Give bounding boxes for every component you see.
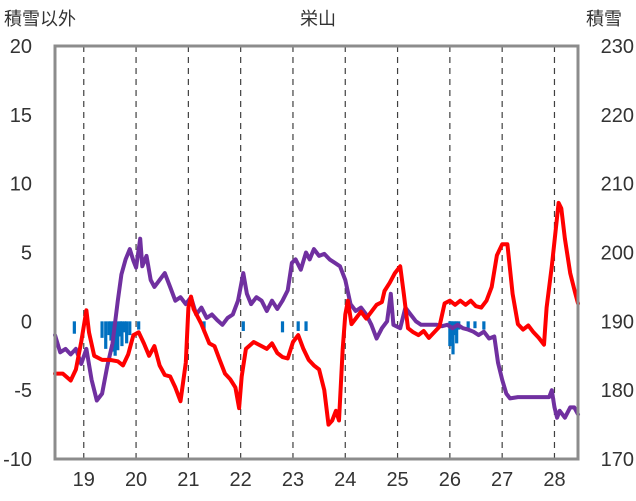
series-line-snow-depth (53, 236, 580, 420)
bar-10 (122, 321, 127, 333)
bar-0 (72, 321, 76, 334)
x-tick-label: 20 (125, 469, 147, 491)
bar-12 (128, 321, 132, 336)
right-tick-label: 180 (601, 380, 634, 402)
left-axis-tick-labels: 20 15 10 5 0 -5 -10 (3, 36, 32, 471)
bar-21 (451, 321, 455, 355)
bar-7 (116, 321, 120, 351)
bar-26 (473, 321, 477, 329)
x-tick-label: 25 (386, 469, 408, 491)
right-tick-label: 200 (601, 243, 634, 265)
x-tick-label: 19 (73, 469, 95, 491)
right-axis-label: 積雪 (586, 9, 622, 29)
bar-18 (304, 321, 308, 331)
left-tick-label: 0 (21, 311, 32, 333)
bar-4 (109, 321, 113, 341)
bar-27 (482, 321, 486, 330)
plot-frame (53, 44, 580, 461)
left-axis-label: 積雪以外 (4, 9, 76, 29)
right-tick-label: 220 (601, 105, 634, 127)
bar-9 (120, 321, 124, 347)
x-tick-label: 27 (491, 469, 513, 491)
series-lines (53, 200, 580, 427)
left-tick-label: 20 (10, 36, 32, 58)
x-axis-tick-labels: 19 20 21 22 23 24 25 26 27 28 (73, 469, 566, 491)
bar-2 (104, 321, 108, 349)
x-tick-label: 26 (439, 469, 461, 491)
left-tick-label: 15 (10, 105, 32, 127)
bar-25 (466, 321, 470, 329)
chart-title: 栄山 (300, 9, 336, 29)
left-tick-label: -5 (14, 380, 32, 402)
day-gridlines (83, 46, 556, 459)
x-tick-label: 24 (334, 469, 356, 491)
right-tick-label: 210 (601, 174, 634, 196)
bar-13 (137, 321, 141, 330)
x-tick-label: 23 (282, 469, 304, 491)
bar-11 (125, 321, 129, 344)
right-axis-tick-labels: 230 220 210 200 190 180 170 (601, 36, 634, 471)
bar-16 (280, 321, 285, 333)
bar-23 (455, 321, 459, 344)
bar-17 (296, 321, 300, 331)
x-tick-label: 28 (543, 469, 565, 491)
left-tick-label: -10 (3, 449, 32, 471)
left-tick-label: 10 (10, 174, 32, 196)
left-tick-label: 5 (21, 243, 32, 265)
right-tick-label: 230 (601, 36, 634, 58)
series-line-non-snow (53, 200, 580, 427)
x-tick-label: 22 (230, 469, 252, 491)
right-tick-label: 170 (601, 449, 634, 471)
right-tick-label: 190 (601, 311, 634, 333)
bar-1 (100, 321, 104, 338)
bar-6 (113, 321, 117, 356)
x-tick-label: 21 (177, 469, 199, 491)
bar-15 (241, 321, 245, 331)
bar-3 (107, 321, 111, 336)
